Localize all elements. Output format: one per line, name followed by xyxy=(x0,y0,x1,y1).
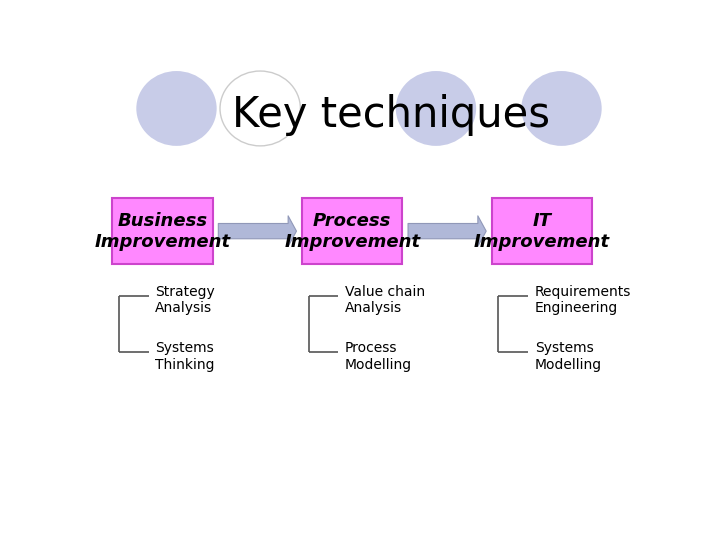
Text: Systems
Thinking: Systems Thinking xyxy=(156,341,215,372)
Text: Process
Modelling: Process Modelling xyxy=(345,341,412,372)
FancyBboxPatch shape xyxy=(112,198,213,265)
Text: Business
Improvement: Business Improvement xyxy=(94,212,230,251)
Text: IT
Improvement: IT Improvement xyxy=(474,212,610,251)
Text: Key techniques: Key techniques xyxy=(233,94,550,136)
Ellipse shape xyxy=(220,71,300,146)
Text: Systems
Modelling: Systems Modelling xyxy=(535,341,602,372)
Ellipse shape xyxy=(136,71,217,146)
Ellipse shape xyxy=(396,71,476,146)
Text: Strategy
Analysis: Strategy Analysis xyxy=(156,285,215,315)
Text: Requirements
Engineering: Requirements Engineering xyxy=(535,285,631,315)
Text: Process
Improvement: Process Improvement xyxy=(284,212,420,251)
FancyBboxPatch shape xyxy=(302,198,402,265)
Text: Value chain
Analysis: Value chain Analysis xyxy=(345,285,425,315)
FancyBboxPatch shape xyxy=(492,198,592,265)
Ellipse shape xyxy=(521,71,602,146)
